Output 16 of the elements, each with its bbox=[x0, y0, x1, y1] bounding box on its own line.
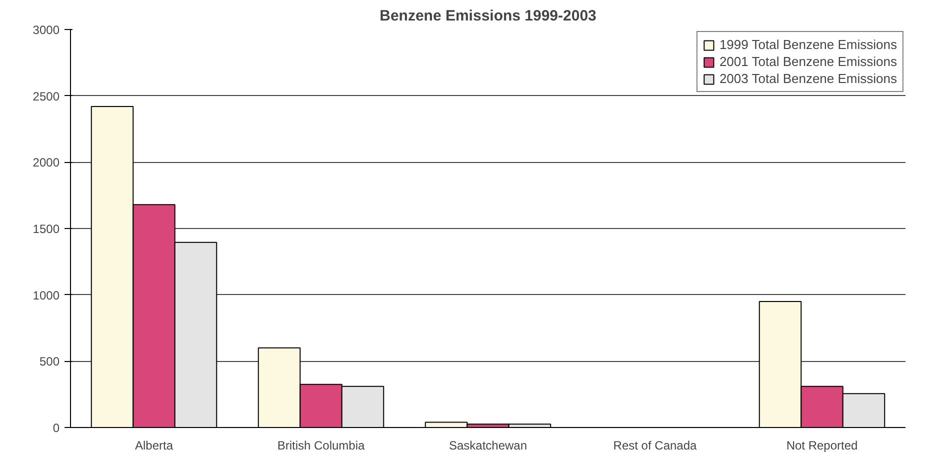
y-tick-label: 3000 bbox=[32, 23, 60, 37]
x-tick-label: Alberta bbox=[134, 438, 174, 452]
y-tick-label: 1000 bbox=[32, 288, 60, 302]
y-tick-label: 2000 bbox=[32, 156, 60, 170]
chart-title: Benzene Emissions 1999-2003 bbox=[380, 8, 596, 24]
y-tick-label: 2500 bbox=[32, 89, 60, 104]
y-tick-label: 1500 bbox=[32, 222, 60, 236]
legend-label: 2001 Total Benzene Emissions bbox=[719, 54, 897, 69]
x-tick-label: Saskatchewan bbox=[448, 438, 528, 452]
x-tick-label: British Columbia bbox=[277, 438, 366, 452]
x-tick-label: Not Reported bbox=[786, 438, 858, 452]
legend-label: 2003 Total Benzene Emissions bbox=[719, 71, 897, 86]
x-tick-label: Rest of Canada bbox=[613, 438, 698, 452]
legend-label: 1999 Total Benzene Emissions bbox=[719, 37, 897, 52]
y-tick-label: 0 bbox=[52, 421, 60, 435]
y-tick-label: 500 bbox=[39, 354, 60, 369]
